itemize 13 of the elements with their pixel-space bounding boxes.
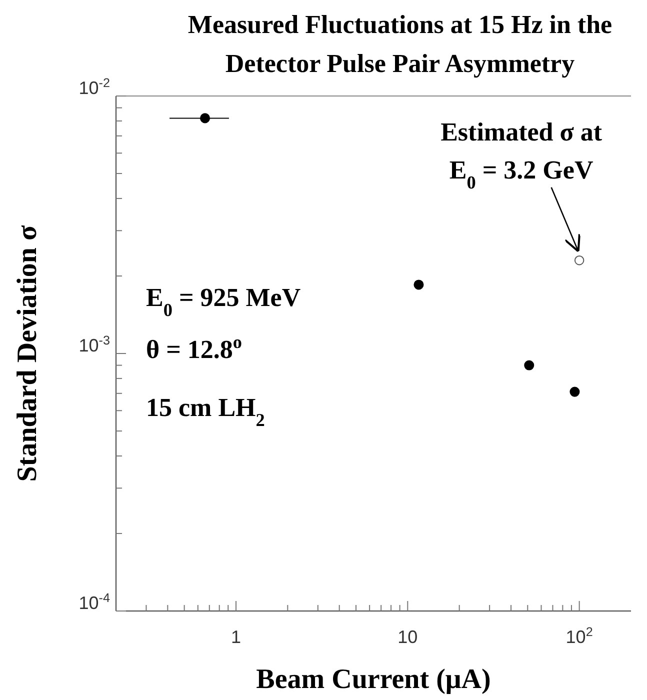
x-tick-label: 10$^{2}$: [566, 625, 593, 647]
annotation: θ = 12.8$^{o}$: [146, 332, 242, 364]
x-tick-label: 10: [398, 627, 418, 647]
y-axis-title: Standard Deviation σ: [12, 224, 43, 482]
y-tick-label: 10$^{-3}$: [78, 334, 110, 356]
y-tick-label: 10$^{-2}$: [78, 76, 110, 98]
annotation: E$_{0}$ = 925 MeV: [146, 283, 301, 320]
chart-title: Measured Fluctuations at 15 Hz in the Detector Pulse Pair Asymmetry: [188, 10, 612, 78]
annotation: Estimated σ at E$_{0}$ = 3.2 GeV: [440, 117, 602, 192]
x-tick-label: 1: [230, 627, 241, 647]
y-tick-label: 10$^{-4}$: [78, 591, 110, 613]
annotation: 15 cm LH$_{2}$: [146, 393, 265, 430]
x-axis-title: Beam Current (μA): [256, 664, 491, 695]
